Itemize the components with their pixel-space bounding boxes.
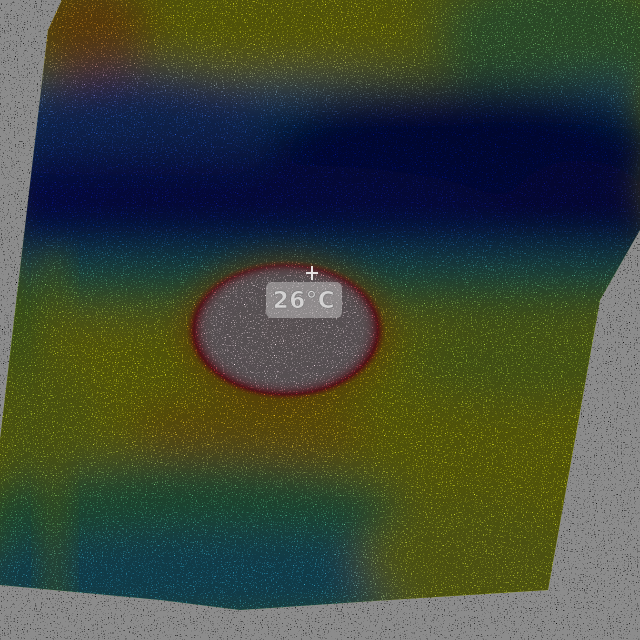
temperature-readout: 26°C	[273, 288, 335, 314]
temperature-marker: 26°C	[266, 266, 342, 318]
